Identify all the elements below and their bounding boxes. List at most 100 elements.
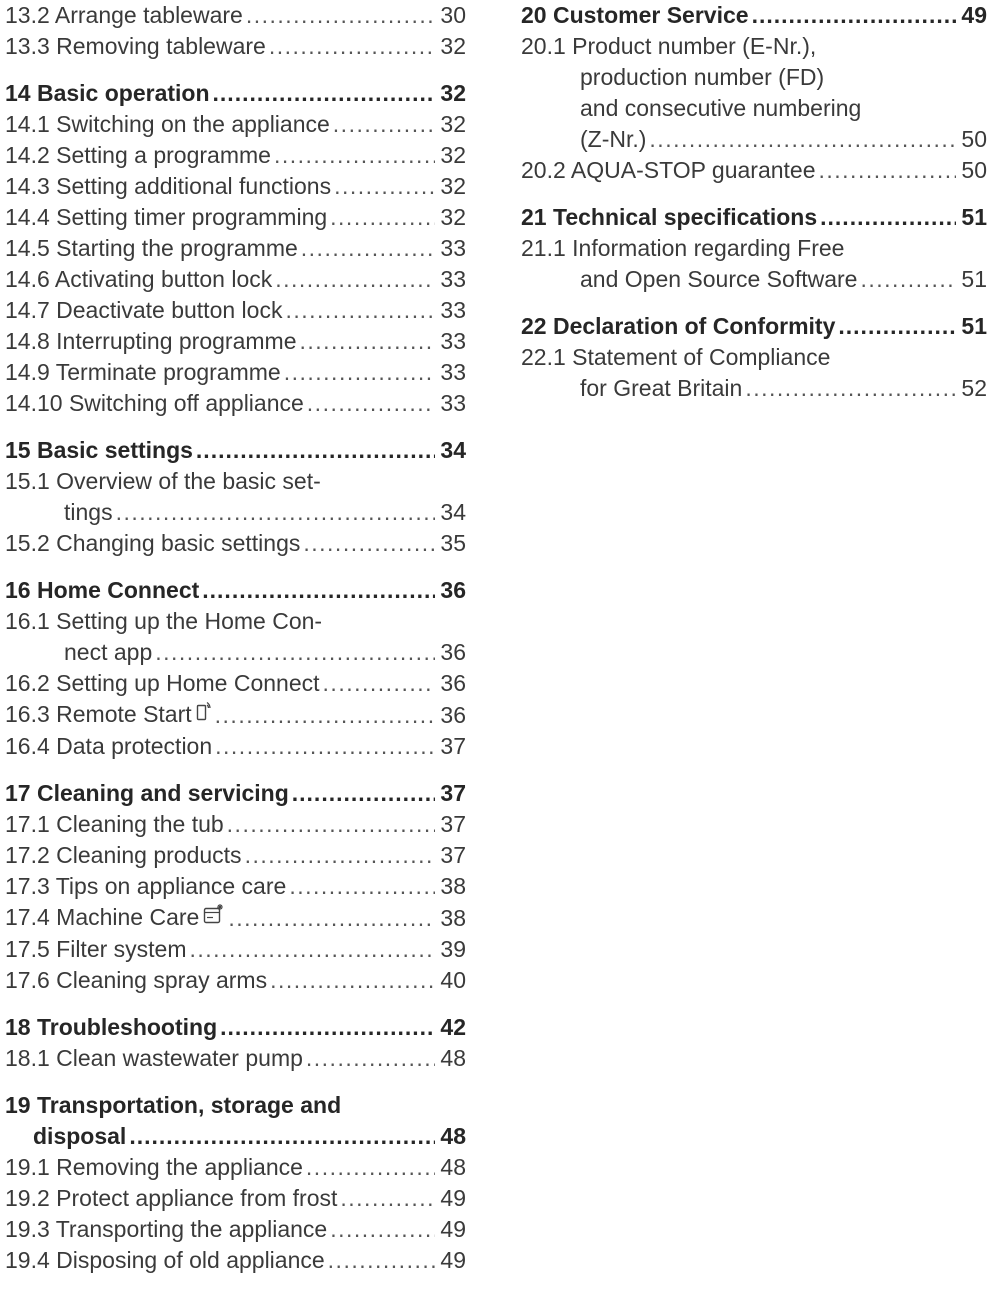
toc-entry[interactable]: 19.2 Protect appliance from frost.......…	[5, 1183, 466, 1214]
entry-label: 17.5 Filter system	[5, 936, 187, 962]
entry-page: 32	[440, 111, 466, 137]
entry-page: 39	[440, 936, 466, 962]
heading-label: 14 Basic operation	[5, 80, 210, 106]
toc-entry[interactable]: 15.2 Changing basic settings............…	[5, 528, 466, 559]
toc-entry[interactable]: 17.5 Filter system......................…	[5, 934, 466, 965]
entry-label: 14.6 Activating button lock	[5, 266, 273, 292]
section-heading[interactable]: 18 Troubleshooting......................…	[5, 1012, 466, 1043]
section-heading-continuation[interactable]: disposal................................…	[5, 1121, 466, 1152]
toc-entry-continuation[interactable]: for Great Britain.......................…	[521, 373, 987, 404]
section-heading[interactable]: 20 Customer Service.....................…	[521, 0, 987, 31]
toc-entry[interactable]: 14.4 Setting timer programming..........…	[5, 202, 466, 233]
entry-page: 32	[440, 33, 466, 59]
entry-label: 14.7 Deactivate button lock	[5, 297, 283, 323]
entry-page: 32	[440, 142, 466, 168]
section-heading[interactable]: 14 Basic operation......................…	[5, 78, 466, 109]
entry-label: 14.1 Switching on the appliance	[5, 111, 330, 137]
toc-entry[interactable]: 14.7 Deactivate button lock.............…	[5, 295, 466, 326]
toc-section-21: 21 Technical specifications.............…	[521, 202, 987, 295]
toc-section-17: 17 Cleaning and servicing...............…	[5, 778, 466, 996]
heading-label-line[interactable]: 19 Transportation, storage and	[5, 1092, 342, 1118]
toc-entry[interactable]: 16.2 Setting up Home Connect............…	[5, 668, 466, 699]
toc-entry[interactable]: 14.6 Activating button lock.............…	[5, 264, 466, 295]
entry-label: 16.2 Setting up Home Connect	[5, 670, 320, 696]
toc-entry[interactable]: 14.8 Interrupting programme.............…	[5, 326, 466, 357]
entry-label-line[interactable]: and consecutive numbering	[580, 95, 862, 121]
toc-entry[interactable]: 14.3 Setting additional functions.......…	[5, 171, 466, 202]
section-heading[interactable]: 15 Basic settings.......................…	[5, 435, 466, 466]
toc-entry[interactable]: 18.1 Clean wastewater pump..............…	[5, 1043, 466, 1074]
entry-page: 37	[440, 842, 466, 868]
entry-label: and Open Source Software	[580, 266, 858, 292]
heading-page: 51	[961, 204, 987, 230]
toc-entry[interactable]: 13.2 Arrange tableware..................…	[5, 0, 466, 31]
entry-page: 33	[440, 297, 466, 323]
section-heading[interactable]: 22 Declaration of Conformity............…	[521, 311, 987, 342]
toc-entry[interactable]: 19.3 Transporting the appliance.........…	[5, 1214, 466, 1245]
toc-entry[interactable]: 17.6 Cleaning spray arms................…	[5, 965, 466, 996]
entry-label: 19.2 Protect appliance from frost	[5, 1185, 338, 1211]
heading-label: 21 Technical specifications	[521, 204, 818, 230]
entry-label-line[interactable]: 20.1 Product number (E-Nr.),	[521, 33, 817, 59]
toc-section-15: 15 Basic settings.......................…	[5, 435, 466, 559]
entry-label: 16.3 Remote Start	[5, 701, 192, 727]
toc-entry[interactable]: 17.2 Cleaning products..................…	[5, 840, 466, 871]
section-heading[interactable]: 17 Cleaning and servicing...............…	[5, 778, 466, 809]
entry-page: 37	[440, 811, 466, 837]
toc-entry[interactable]: 17.1 Cleaning the tub...................…	[5, 809, 466, 840]
entry-label-line[interactable]: 15.1 Overview of the basic set-	[5, 468, 321, 494]
entry-label: 13.2 Arrange tableware	[5, 2, 243, 28]
entry-label: 19.1 Removing the appliance	[5, 1154, 303, 1180]
toc-entry-continuation[interactable]: tings...................................…	[5, 497, 466, 528]
toc-entry[interactable]: 14.2 Setting a programme................…	[5, 140, 466, 171]
entry-page: 52	[961, 375, 987, 401]
entry-label: 20.2 AQUA-STOP guarantee	[521, 157, 816, 183]
heading-page: 34	[440, 437, 466, 463]
entry-page: 35	[440, 530, 466, 556]
toc-entry[interactable]: 19.1 Removing the appliance.............…	[5, 1152, 466, 1183]
toc-entry[interactable]: 16.4 Data protection....................…	[5, 731, 466, 762]
machine-care-icon	[203, 903, 225, 934]
entry-label: nect app	[64, 639, 153, 665]
heading-label: 22 Declaration of Conformity	[521, 313, 836, 339]
toc-entry[interactable]: 17.3 Tips on appliance care.............…	[5, 871, 466, 902]
heading-page: 32	[440, 80, 466, 106]
entry-label-line[interactable]: production number (FD)	[580, 64, 825, 90]
entry-label: 19.3 Transporting the appliance	[5, 1216, 328, 1242]
heading-label: 15 Basic settings	[5, 437, 193, 463]
entry-page: 38	[440, 905, 466, 931]
toc-entry[interactable]: 14.10 Switching off appliance...........…	[5, 388, 466, 419]
entry-page: 48	[440, 1154, 466, 1180]
toc-entry[interactable]: 14.1 Switching on the appliance.........…	[5, 109, 466, 140]
entry-page: 38	[440, 873, 466, 899]
entry-label-line[interactable]: 22.1 Statement of Compliance	[521, 344, 831, 370]
entry-page: 32	[440, 204, 466, 230]
toc-entry[interactable]: 14.9 Terminate programme................…	[5, 357, 466, 388]
entry-label-line[interactable]: 21.1 Information regarding Free	[521, 235, 845, 261]
toc-entry[interactable]: 20.2 AQUA-STOP guarantee................…	[521, 155, 987, 186]
heading-label: 20 Customer Service	[521, 2, 749, 28]
section-heading[interactable]: 16 Home Connect.........................…	[5, 575, 466, 606]
toc-entry[interactable]: 17.4 Machine Care.......................…	[5, 902, 466, 934]
heading-page: 49	[961, 2, 987, 28]
heading-page: 42	[440, 1014, 466, 1040]
entry-label-line[interactable]: 16.1 Setting up the Home Con-	[5, 608, 323, 634]
entry-label: 14.8 Interrupting programme	[5, 328, 297, 354]
toc-entry[interactable]: 16.3 Remote Start.......................…	[5, 699, 466, 731]
toc-entry-continuation[interactable]: (Z-Nr.).................................…	[521, 124, 987, 155]
entry-page: 30	[440, 2, 466, 28]
toc-section-19: 19 Transportation, storage and disposal.…	[5, 1090, 466, 1276]
section-heading[interactable]: 21 Technical specifications.............…	[521, 202, 987, 233]
toc-entry[interactable]: 19.4 Disposing of old appliance.........…	[5, 1245, 466, 1276]
toc-entry[interactable]: 13.3 Removing tableware.................…	[5, 31, 466, 62]
entry-label: 17.1 Cleaning the tub	[5, 811, 224, 837]
toc-section-22: 22 Declaration of Conformity............…	[521, 311, 987, 404]
toc-section-16: 16 Home Connect.........................…	[5, 575, 466, 762]
entry-label: 14.10 Switching off appliance	[5, 390, 304, 416]
entry-page: 49	[440, 1185, 466, 1211]
entry-page: 33	[440, 235, 466, 261]
toc-entry-continuation[interactable]: and Open Source Software................…	[521, 264, 987, 295]
toc-entry[interactable]: 14.5 Starting the programme.............…	[5, 233, 466, 264]
toc-column-right: 20 Customer Service.....................…	[521, 0, 987, 420]
toc-entry-continuation[interactable]: nect app................................…	[5, 637, 466, 668]
